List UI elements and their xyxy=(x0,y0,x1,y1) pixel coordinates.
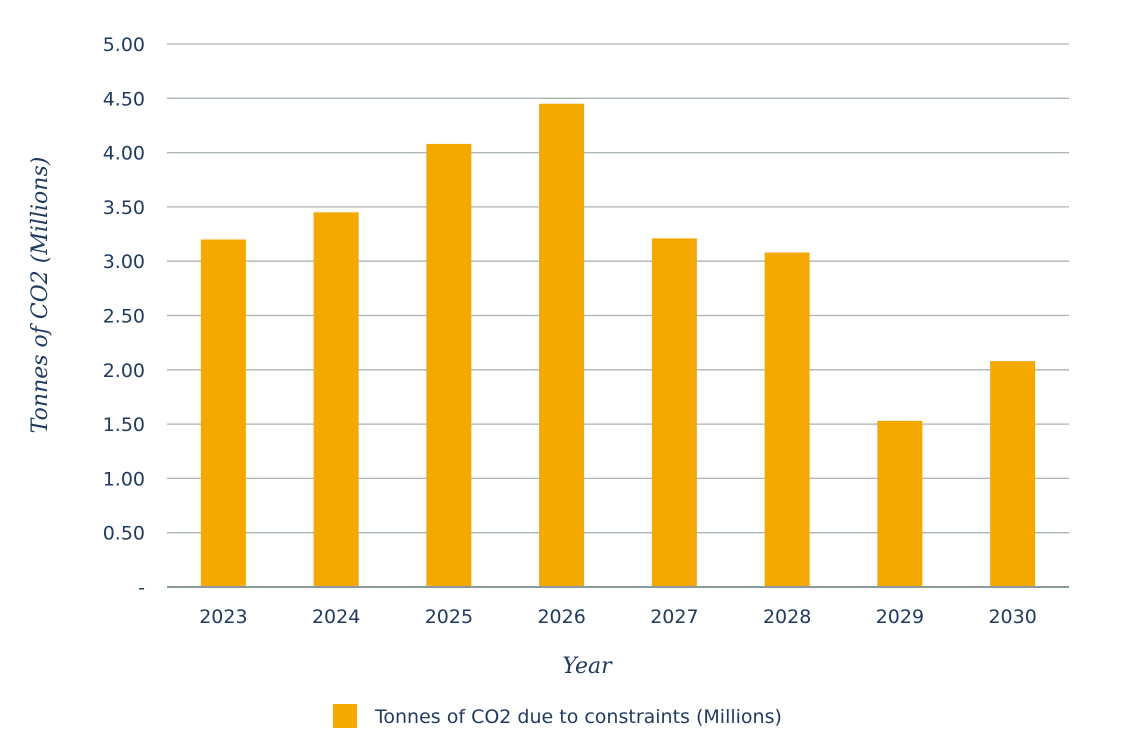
y-tick-label: 3.50 xyxy=(103,197,145,219)
legend: Tonnes of CO2 due to constraints (Millio… xyxy=(333,704,782,728)
x-tick-label: 2023 xyxy=(199,606,247,628)
y-tick-label: 1.00 xyxy=(103,468,145,490)
bar-2029 xyxy=(877,420,923,587)
y-axis-title: Tonnes of CO2 (Millions) xyxy=(28,157,53,434)
x-tick-label: 2029 xyxy=(876,606,924,628)
y-tick-label: 5.00 xyxy=(103,34,145,56)
x-tick-label: 2028 xyxy=(763,606,811,628)
y-axis-tick-labels: - 0.50 1.00 1.50 2.00 2.50 3.00 3.50 4.00 4.50 5.0… xyxy=(103,34,145,599)
bar-2026 xyxy=(539,103,585,587)
x-axis-tick-labels: 2023 2024 2025 2026 2027 2028 2029 2030 xyxy=(199,606,1037,628)
y-tick-label: 2.00 xyxy=(103,360,145,382)
bar-2023 xyxy=(200,239,246,588)
bar-2028 xyxy=(764,252,810,587)
bar-2024 xyxy=(313,212,359,587)
x-tick-label: 2026 xyxy=(537,606,585,628)
y-tick-label: 1.50 xyxy=(103,414,145,436)
bar-2030 xyxy=(990,361,1036,587)
bars xyxy=(200,103,1036,588)
y-tick-label: 0.50 xyxy=(103,523,145,545)
x-tick-label: 2030 xyxy=(988,606,1036,628)
y-tick-label: 3.00 xyxy=(103,251,145,273)
legend-label: Tonnes of CO2 due to constraints (Millio… xyxy=(374,706,782,728)
y-tick-label: 4.00 xyxy=(103,143,145,165)
legend-swatch xyxy=(333,704,357,728)
x-tick-label: 2024 xyxy=(312,606,360,628)
y-tick-label: - xyxy=(138,577,145,599)
x-tick-label: 2025 xyxy=(425,606,473,628)
y-tick-label: 2.50 xyxy=(103,306,145,328)
x-tick-label: 2027 xyxy=(650,606,698,628)
bar-2027 xyxy=(651,238,697,588)
grid-lines xyxy=(167,43,1069,534)
x-axis-title: Year xyxy=(562,654,613,679)
y-tick-label: 4.50 xyxy=(103,88,145,110)
bar-2025 xyxy=(426,143,472,588)
